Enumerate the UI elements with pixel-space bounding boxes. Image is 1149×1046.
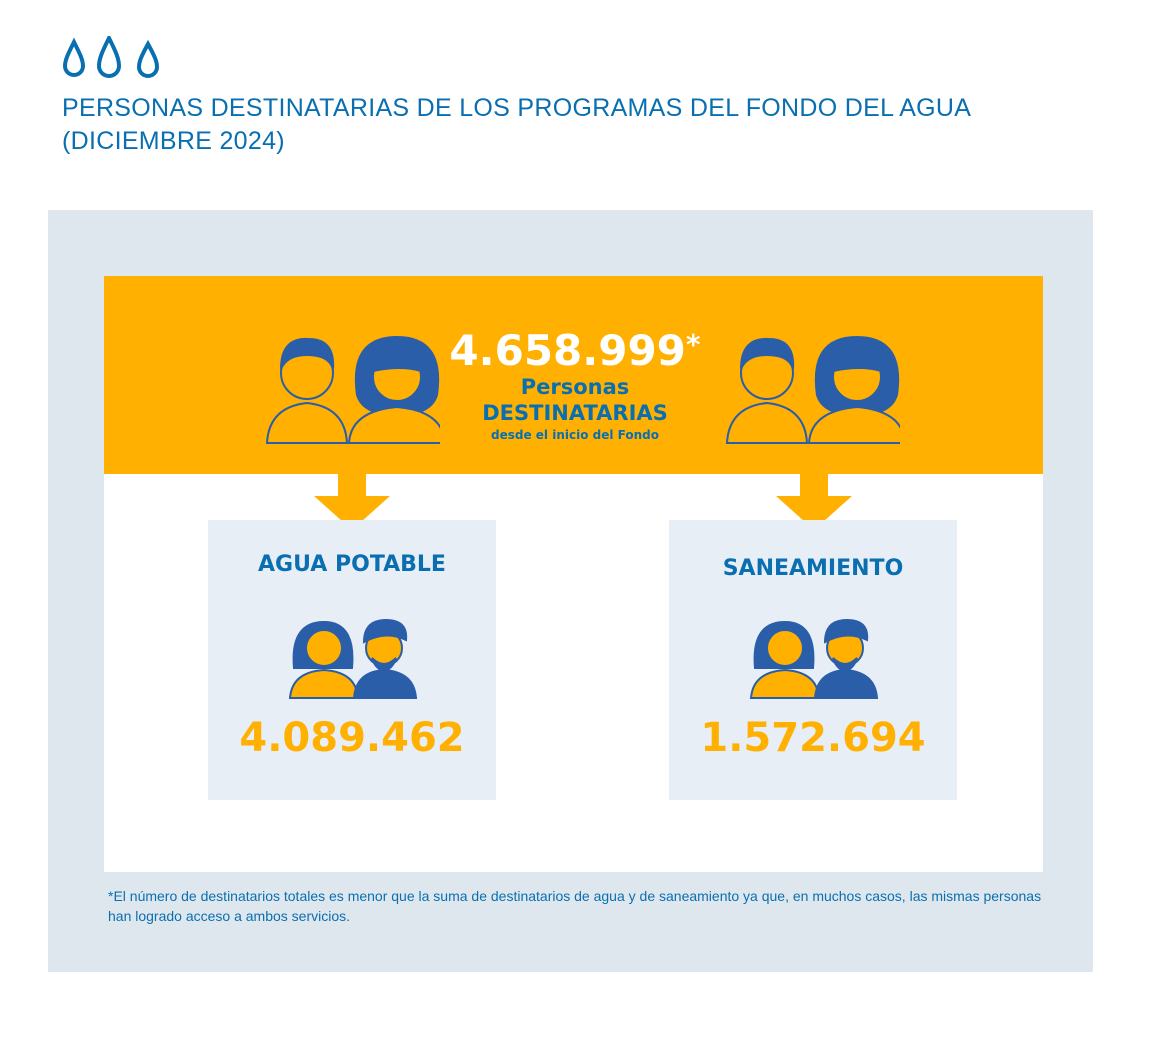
category-box-saneamiento: SANEAMIENTO 1.572.694 [669, 520, 957, 800]
category-title: SANEAMIENTO [722, 556, 904, 581]
people-icon [288, 618, 418, 699]
water-drops-icon [62, 36, 160, 78]
arrow-down-icon [776, 474, 852, 530]
total-label-destinatarias: DESTINATARIAS [482, 401, 668, 425]
footnote: *El número de destinatarios totales es m… [108, 888, 1042, 924]
people-illustration-right [725, 335, 900, 444]
category-box-agua-potable: AGUA POTABLE 4.089.462 [208, 520, 496, 800]
title-line-1: PERSONAS DESTINATARIAS DE LOS PROGRAMAS … [62, 94, 972, 122]
total-label-since: desde el inicio del Fondo [491, 428, 659, 442]
category-value: 1.572.694 [700, 715, 926, 761]
category-value: 4.089.462 [239, 715, 465, 761]
people-illustration-left [265, 335, 440, 444]
title-line-2: (DICIEMBRE 2024) [62, 127, 285, 155]
total-label-personas: Personas [520, 375, 630, 399]
total-value: 4.658.999* [420, 326, 730, 376]
total-number: 4.658.999 [449, 326, 686, 375]
people-icon [749, 618, 879, 699]
asterisk: * [685, 328, 701, 361]
page-title: PERSONAS DESTINATARIAS DE LOS PROGRAMAS … [62, 92, 971, 158]
arrow-down-icon [314, 474, 390, 530]
category-title: AGUA POTABLE [258, 552, 446, 577]
